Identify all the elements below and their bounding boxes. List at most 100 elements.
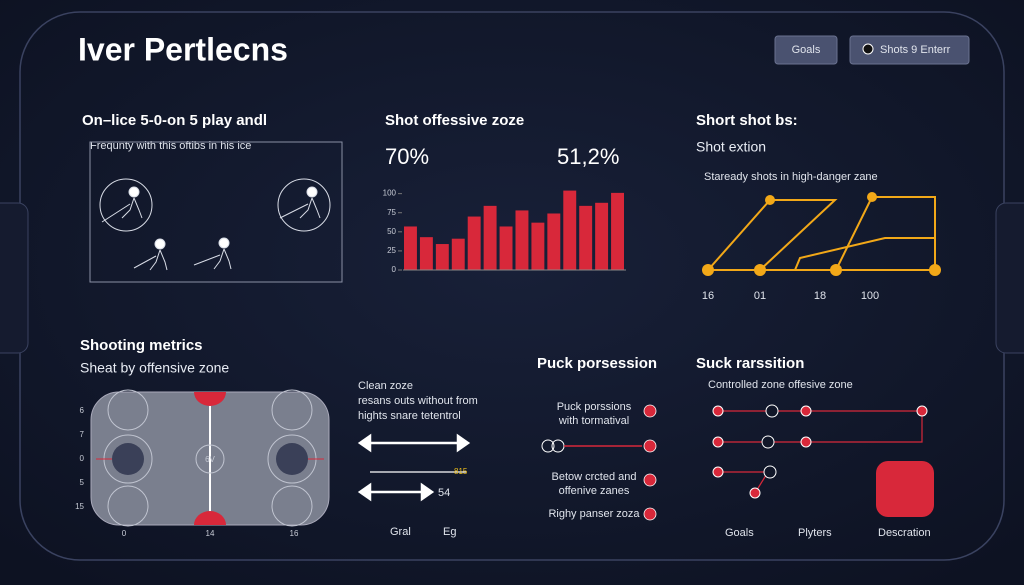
stat: 51,2% xyxy=(557,144,619,169)
shape xyxy=(420,482,435,502)
center-label: 6V xyxy=(205,455,215,464)
footer-label: Eg xyxy=(443,526,456,538)
shape xyxy=(277,178,331,232)
subtitle: Shot extion xyxy=(696,139,766,155)
bar xyxy=(404,226,417,270)
shape xyxy=(712,405,724,417)
button[interactable] xyxy=(774,35,838,65)
rink-lines xyxy=(96,389,324,527)
highlight-box xyxy=(876,461,934,517)
shape xyxy=(99,178,153,232)
arrows xyxy=(357,433,471,502)
shape xyxy=(271,485,313,527)
bar xyxy=(547,213,561,270)
bar xyxy=(611,192,624,270)
axis-label: 100 xyxy=(861,290,879,302)
shape xyxy=(154,238,166,250)
shape xyxy=(765,195,775,205)
zone-dot xyxy=(276,443,308,475)
shape xyxy=(830,264,842,276)
panel-title: Short shot bs: xyxy=(696,112,798,129)
flow-points xyxy=(702,192,941,276)
button-label[interactable]: Shots 9 Enterr xyxy=(880,44,951,56)
text-line: offenive zanes xyxy=(559,485,630,497)
shape xyxy=(800,405,812,417)
button-icon xyxy=(862,43,874,55)
puck-icon xyxy=(541,439,555,453)
text-line: with tormatival xyxy=(558,415,629,427)
text-line: Righy panser zoza xyxy=(548,508,640,520)
shape xyxy=(456,433,471,453)
axis-label: 15 xyxy=(75,502,84,511)
y-tick-label: 25 xyxy=(387,246,396,255)
text-line: Betow crcted and xyxy=(552,471,637,483)
shape xyxy=(107,389,149,431)
shape xyxy=(867,192,877,202)
side-tab xyxy=(0,202,29,354)
y-tick-label: 100 xyxy=(383,189,397,198)
axis-label: 16 xyxy=(702,290,714,302)
footer-label: Gral xyxy=(390,526,411,538)
footer-label: Plyters xyxy=(798,527,832,539)
shape xyxy=(754,264,766,276)
shape xyxy=(702,264,714,276)
list-dot xyxy=(643,473,657,487)
text-line: hights snare tetentrol xyxy=(358,410,461,422)
axis-label: 7 xyxy=(80,430,85,439)
shape xyxy=(133,249,168,271)
side-tab xyxy=(995,202,1024,354)
subtitle: Controlled zone offesive zone xyxy=(708,379,853,391)
shape xyxy=(929,264,941,276)
list-item: Righy panser zoza xyxy=(548,508,640,520)
shape xyxy=(128,186,140,198)
shape xyxy=(195,444,225,474)
bar-chart: 0 25 50 75 100 xyxy=(383,189,626,274)
shape xyxy=(271,389,313,431)
footer-label: Goals xyxy=(725,527,754,539)
text-line: Clean zoze xyxy=(358,380,413,392)
axis-label: 16 xyxy=(290,529,299,538)
shape xyxy=(749,487,761,499)
axis-label: 5 xyxy=(80,478,85,487)
transition-nodes xyxy=(712,404,928,499)
axis-label: 01 xyxy=(754,290,766,302)
panel-title: Shot offessive zoze xyxy=(385,112,524,129)
y-tick-label: 50 xyxy=(387,227,396,236)
panel-title: Puck porsession xyxy=(537,355,657,372)
shape xyxy=(107,485,149,527)
bar xyxy=(451,238,465,270)
axis-label: 0 xyxy=(80,454,85,463)
caption: Staready shots in high-danger zane xyxy=(704,171,878,183)
bar xyxy=(515,210,529,270)
button-label[interactable]: Goals xyxy=(792,44,821,56)
panel-title: Suck rarssition xyxy=(696,355,804,372)
shape xyxy=(193,248,232,270)
text-line: resans outs without from xyxy=(358,395,478,407)
shape xyxy=(306,186,318,198)
list-dot xyxy=(643,439,657,453)
bar xyxy=(595,202,609,270)
panel-title: Shooting metrics xyxy=(80,337,203,354)
goal-mark xyxy=(194,511,226,525)
footer-label: Descration xyxy=(878,527,931,539)
shape xyxy=(794,237,935,271)
puck-list: Puck porssions with tormatival Betow crcte… xyxy=(548,401,657,521)
list-item: Betow crcted and offenive zanes xyxy=(552,471,637,497)
shape xyxy=(712,466,724,478)
axis-label: 0 xyxy=(122,529,127,538)
value: 54 xyxy=(438,487,450,499)
title: Iver Pertlecns xyxy=(78,31,288,67)
bar xyxy=(467,216,481,270)
shape xyxy=(708,196,936,271)
shape xyxy=(761,435,775,449)
axis-label: 6 xyxy=(80,406,85,415)
button[interactable] xyxy=(849,35,970,65)
stat: 70% xyxy=(385,144,429,169)
shape xyxy=(101,197,143,223)
list-dot xyxy=(643,404,657,418)
shape xyxy=(357,433,372,453)
shape xyxy=(800,436,812,448)
shape xyxy=(765,404,779,418)
